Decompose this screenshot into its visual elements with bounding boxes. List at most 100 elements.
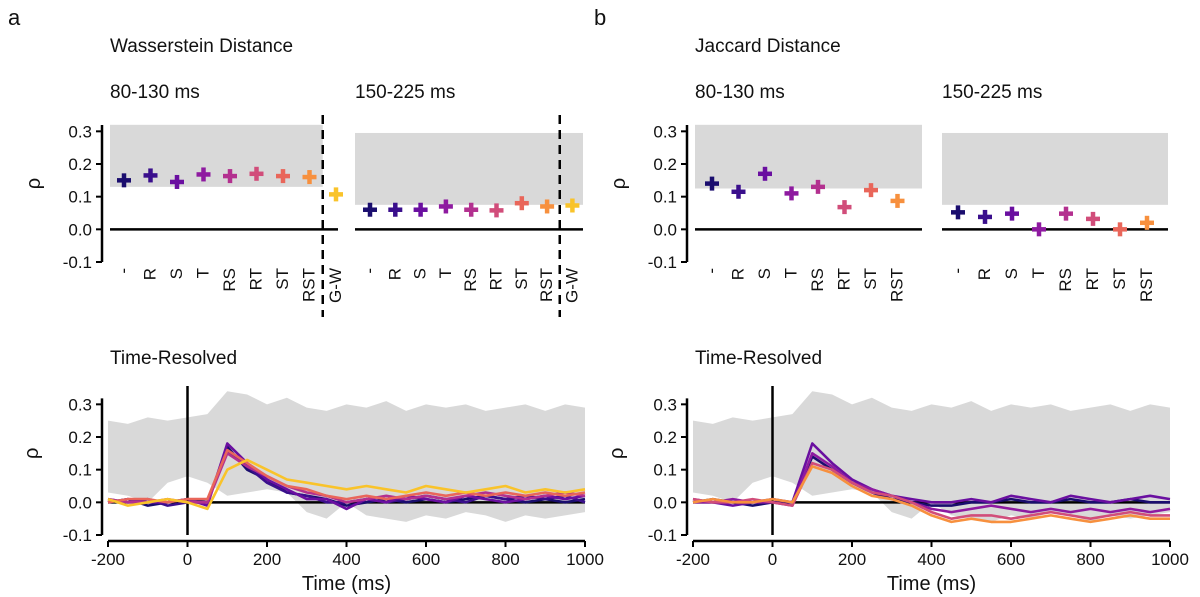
category-label: ST [512, 268, 531, 290]
marker-RS [811, 179, 825, 194]
category-label: ST [273, 268, 292, 290]
marker-RS [223, 169, 237, 184]
y-tick-label: 0.2 [653, 155, 677, 174]
y-tick-label: 0.0 [653, 220, 677, 239]
y-tick-label: 0.1 [68, 188, 92, 207]
category-label: RT [835, 268, 854, 290]
category-label: R [729, 268, 748, 280]
chart-b-time-resolved: 0.3 0.2 0.1 0.0 -0.1 ρ -200 0 200 400 600 800 1000 Ti… [606, 386, 1189, 595]
category-label: T [1029, 268, 1048, 278]
category-label: G-W [326, 268, 345, 303]
series-line-RST [692, 465, 1170, 524]
chart-b-80-130: 0.30.20.10.0-0.1ρ- R S T RS RT ST RST [608, 122, 922, 302]
y-axis-label: ρ [21, 448, 43, 459]
marker-RT [1086, 211, 1100, 226]
panel-letter-a: a [8, 5, 21, 30]
category-label: S [755, 268, 774, 279]
y-tick-label: 0.3 [653, 122, 677, 141]
marker-S [1005, 206, 1019, 221]
category-label: ST [1110, 268, 1129, 290]
marker-S [758, 166, 772, 181]
category-label: T [194, 268, 213, 278]
y-axis-label: ρ [606, 448, 628, 459]
marker-G-W [565, 198, 580, 213]
category-label: R [141, 268, 160, 280]
category-label: - [360, 268, 379, 274]
x-tick-label: 1000 [1151, 550, 1189, 569]
category-label: RS [220, 268, 239, 292]
x-tick-label: 400 [332, 550, 360, 569]
marker-T [784, 186, 799, 201]
x-tick-label: 800 [491, 550, 519, 569]
marker-RT [489, 203, 504, 218]
noise-band [110, 124, 323, 187]
noise-band [942, 132, 1168, 205]
marker-S [170, 174, 184, 189]
category-label: - [702, 268, 721, 274]
x-axis-label: Time (ms) [302, 573, 391, 595]
category-label: ST [861, 268, 880, 290]
panel-b-left-subtitle: 80-130 ms [695, 82, 785, 103]
category-label: RS [1056, 268, 1075, 292]
x-tick-label: -200 [676, 550, 710, 569]
marker-RT [837, 200, 852, 215]
noise-band [695, 124, 922, 189]
chart-b-150-225: - R S T RS RT ST RST [942, 132, 1168, 302]
marker-none [117, 173, 131, 188]
y-tick-label: 0.0 [68, 493, 92, 512]
y-tick-label: 0.1 [68, 461, 92, 480]
marker-ST [514, 196, 529, 211]
marker-RST [302, 170, 317, 185]
marker-none [705, 176, 719, 191]
x-axis-label: Time (ms) [887, 573, 976, 595]
noise-band [108, 391, 585, 522]
category-label: R [975, 268, 994, 280]
y-tick-label: 0.2 [68, 155, 92, 174]
panel-a-left-subtitle: 80-130 ms [110, 82, 200, 103]
marker-RST [540, 199, 555, 214]
category-label: RST [537, 268, 556, 302]
category-label: S [167, 268, 186, 279]
marker-R [978, 209, 992, 224]
marker-RST [1140, 215, 1154, 230]
category-label: S [1002, 268, 1021, 279]
marker-G-W [329, 187, 343, 202]
panel-a-right-subtitle: 150-225 ms [355, 82, 455, 103]
chart-a-150-225: - R S T RS RT ST RST G-W [355, 115, 583, 317]
marker-RS [464, 202, 479, 217]
y-tick-label: -0.1 [63, 253, 92, 272]
y-tick-label: 0.1 [653, 461, 677, 480]
category-label: RS [461, 268, 480, 292]
panel-letter-b: b [594, 5, 606, 30]
panel-b-time-title: Time-Resolved [695, 348, 822, 369]
category-label: S [411, 268, 430, 279]
marker-none [951, 205, 965, 220]
y-tick-label: 0.2 [653, 428, 677, 447]
x-tick-label: 600 [997, 550, 1025, 569]
marker-RS [1059, 206, 1073, 221]
marker-R [388, 202, 403, 217]
y-tick-label: -0.1 [648, 526, 677, 545]
category-label: RT [1083, 268, 1102, 290]
panel-b-right-subtitle: 150-225 ms [942, 82, 1042, 103]
marker-R [143, 168, 158, 183]
marker-T [438, 199, 453, 214]
category-label: RST [888, 268, 907, 302]
category-label: T [436, 268, 455, 278]
marker-none [363, 202, 377, 217]
noise-band [355, 132, 583, 205]
category-label: G-W [562, 268, 581, 303]
noise-band [693, 391, 1170, 522]
x-tick-label: 200 [838, 550, 866, 569]
marker-RT [249, 166, 264, 181]
category-label: RS [808, 268, 827, 292]
chart-a-80-130: 0.30.20.10.0-0.1ρ- R S T RS RT ST RST G-W [23, 115, 345, 317]
y-tick-label: -0.1 [648, 253, 677, 272]
x-tick-label: -200 [91, 550, 125, 569]
y-tick-label: 0.1 [653, 188, 677, 207]
category-label: RT [247, 268, 266, 290]
marker-R [731, 184, 746, 199]
panel-a-title: Wasserstein Distance [110, 36, 293, 57]
category-label: R [385, 268, 404, 280]
